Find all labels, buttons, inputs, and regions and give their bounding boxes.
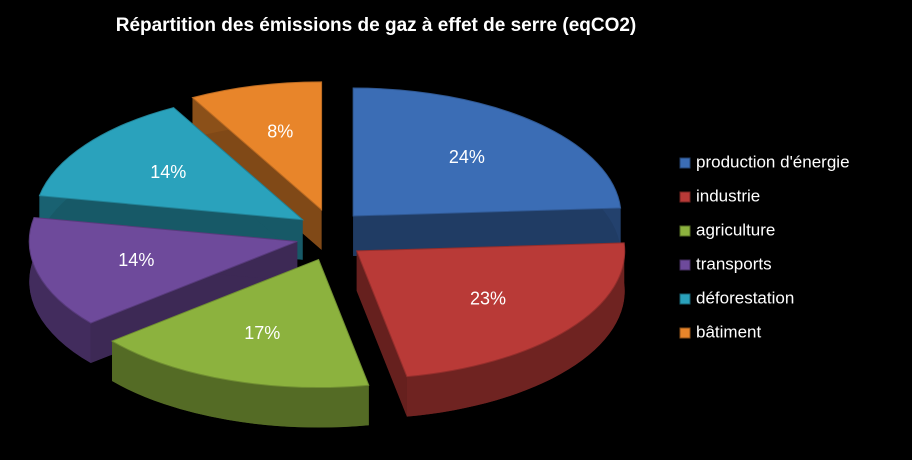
data-label: 17% <box>244 323 280 343</box>
data-label: 23% <box>470 288 506 308</box>
data-label: 8% <box>267 122 293 142</box>
slice <box>110 258 370 388</box>
legend-label: industrie <box>696 186 760 205</box>
legend-swatch <box>679 327 691 339</box>
legend-swatch <box>679 293 691 305</box>
slice-side <box>29 217 91 364</box>
legend-label: production d'énergie <box>696 152 850 171</box>
legend-label: bâtiment <box>696 322 761 341</box>
slice <box>38 106 305 221</box>
slice <box>28 216 298 324</box>
legend-label: transports <box>696 254 772 273</box>
slice-side <box>356 250 407 417</box>
legend-swatch <box>679 157 691 169</box>
legend-swatch <box>679 225 691 237</box>
legend-label: déforestation <box>696 288 794 307</box>
slice <box>355 242 626 378</box>
slice-side <box>406 242 625 417</box>
legend-label: agriculture <box>696 220 775 239</box>
legend-swatch <box>679 191 691 203</box>
slice <box>352 87 622 217</box>
data-label: 24% <box>449 147 485 167</box>
slice-side <box>353 208 621 257</box>
data-label: 14% <box>118 250 154 270</box>
chart-title: Répartition des émissions de gaz à effet… <box>116 15 637 36</box>
slice-side <box>112 341 369 428</box>
slice <box>191 81 323 211</box>
data-label: 14% <box>150 162 186 182</box>
legend-swatch <box>679 259 691 271</box>
